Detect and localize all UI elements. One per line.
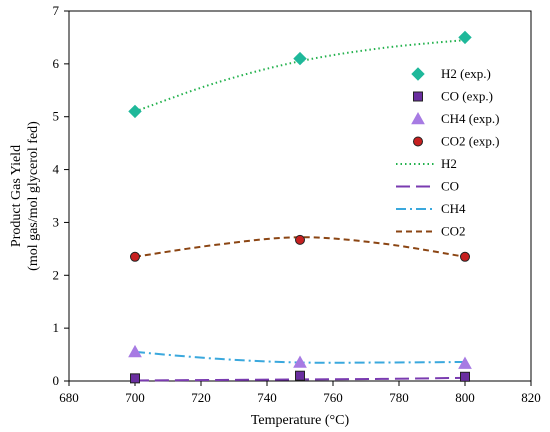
x-tick-label: 700 <box>125 390 145 405</box>
x-tick-label: 740 <box>257 390 277 405</box>
x-tick-label: 720 <box>191 390 211 405</box>
exp-point-co2 <box>295 234 305 245</box>
y-tick-label: 2 <box>53 267 60 282</box>
exp-point-co <box>130 373 140 384</box>
x-axis-title: Temperature (°C) <box>251 413 350 428</box>
legend-label: H2 <box>441 156 457 171</box>
y-axis-ticks: 0 1 2 3 4 5 6 7 <box>53 3 69 388</box>
y-tick-label: 7 <box>53 3 60 18</box>
exp-point-h2 <box>458 30 472 45</box>
exp-point-h2 <box>128 104 142 119</box>
legend-marker-ch4 <box>411 111 425 125</box>
exp-point-co2 <box>130 251 140 262</box>
model-line-co2 <box>134 236 466 258</box>
x-tick-label: 800 <box>455 390 475 405</box>
x-tick-label: 760 <box>323 390 343 405</box>
exp-point-ch4 <box>128 344 142 358</box>
y-tick-label: 5 <box>53 109 60 124</box>
y-tick-label: 1 <box>53 320 60 335</box>
x-axis-ticks: 680 700 720 740 760 780 800 820 <box>59 381 541 405</box>
legend-marker-h2 <box>411 67 425 81</box>
exp-point-h2 <box>293 51 307 66</box>
experimental-points <box>128 30 472 384</box>
exp-point-ch4 <box>293 355 307 368</box>
legend-label: CH4 <box>441 201 466 216</box>
y-tick-label: 6 <box>53 56 60 71</box>
legend: H2 (exp.) CO (exp.) CH4 (exp.) CO2 (exp.) H2… <box>396 66 500 239</box>
x-tick-label: 820 <box>521 390 541 405</box>
legend-label: CO (exp.) <box>441 89 493 104</box>
legend-marker-co <box>413 91 423 102</box>
exp-point-co2 <box>460 251 470 262</box>
model-line-h2 <box>134 39 466 113</box>
y-axis-title-line1: Product Gas Yield <box>9 145 24 247</box>
plot-area <box>68 10 532 382</box>
x-tick-label: 780 <box>389 390 409 405</box>
legend-label: H2 (exp.) <box>441 66 491 81</box>
legend-label: CO <box>441 179 459 194</box>
y-tick-label: 4 <box>53 162 60 177</box>
exp-point-co <box>295 370 305 381</box>
legend-label: CH4 (exp.) <box>441 111 500 126</box>
legend-label: CO2 (exp.) <box>441 134 500 149</box>
x-tick-label: 680 <box>59 390 79 405</box>
exp-point-ch4 <box>458 356 472 369</box>
legend-label: CO2 <box>441 224 466 239</box>
legend-marker-co2 <box>413 136 423 147</box>
y-axis-title-line2: (mol gas/mol glycerol fed) <box>26 121 41 271</box>
y-tick-label: 0 <box>53 373 60 388</box>
exp-point-co <box>460 371 470 382</box>
y-tick-label: 3 <box>53 214 60 229</box>
